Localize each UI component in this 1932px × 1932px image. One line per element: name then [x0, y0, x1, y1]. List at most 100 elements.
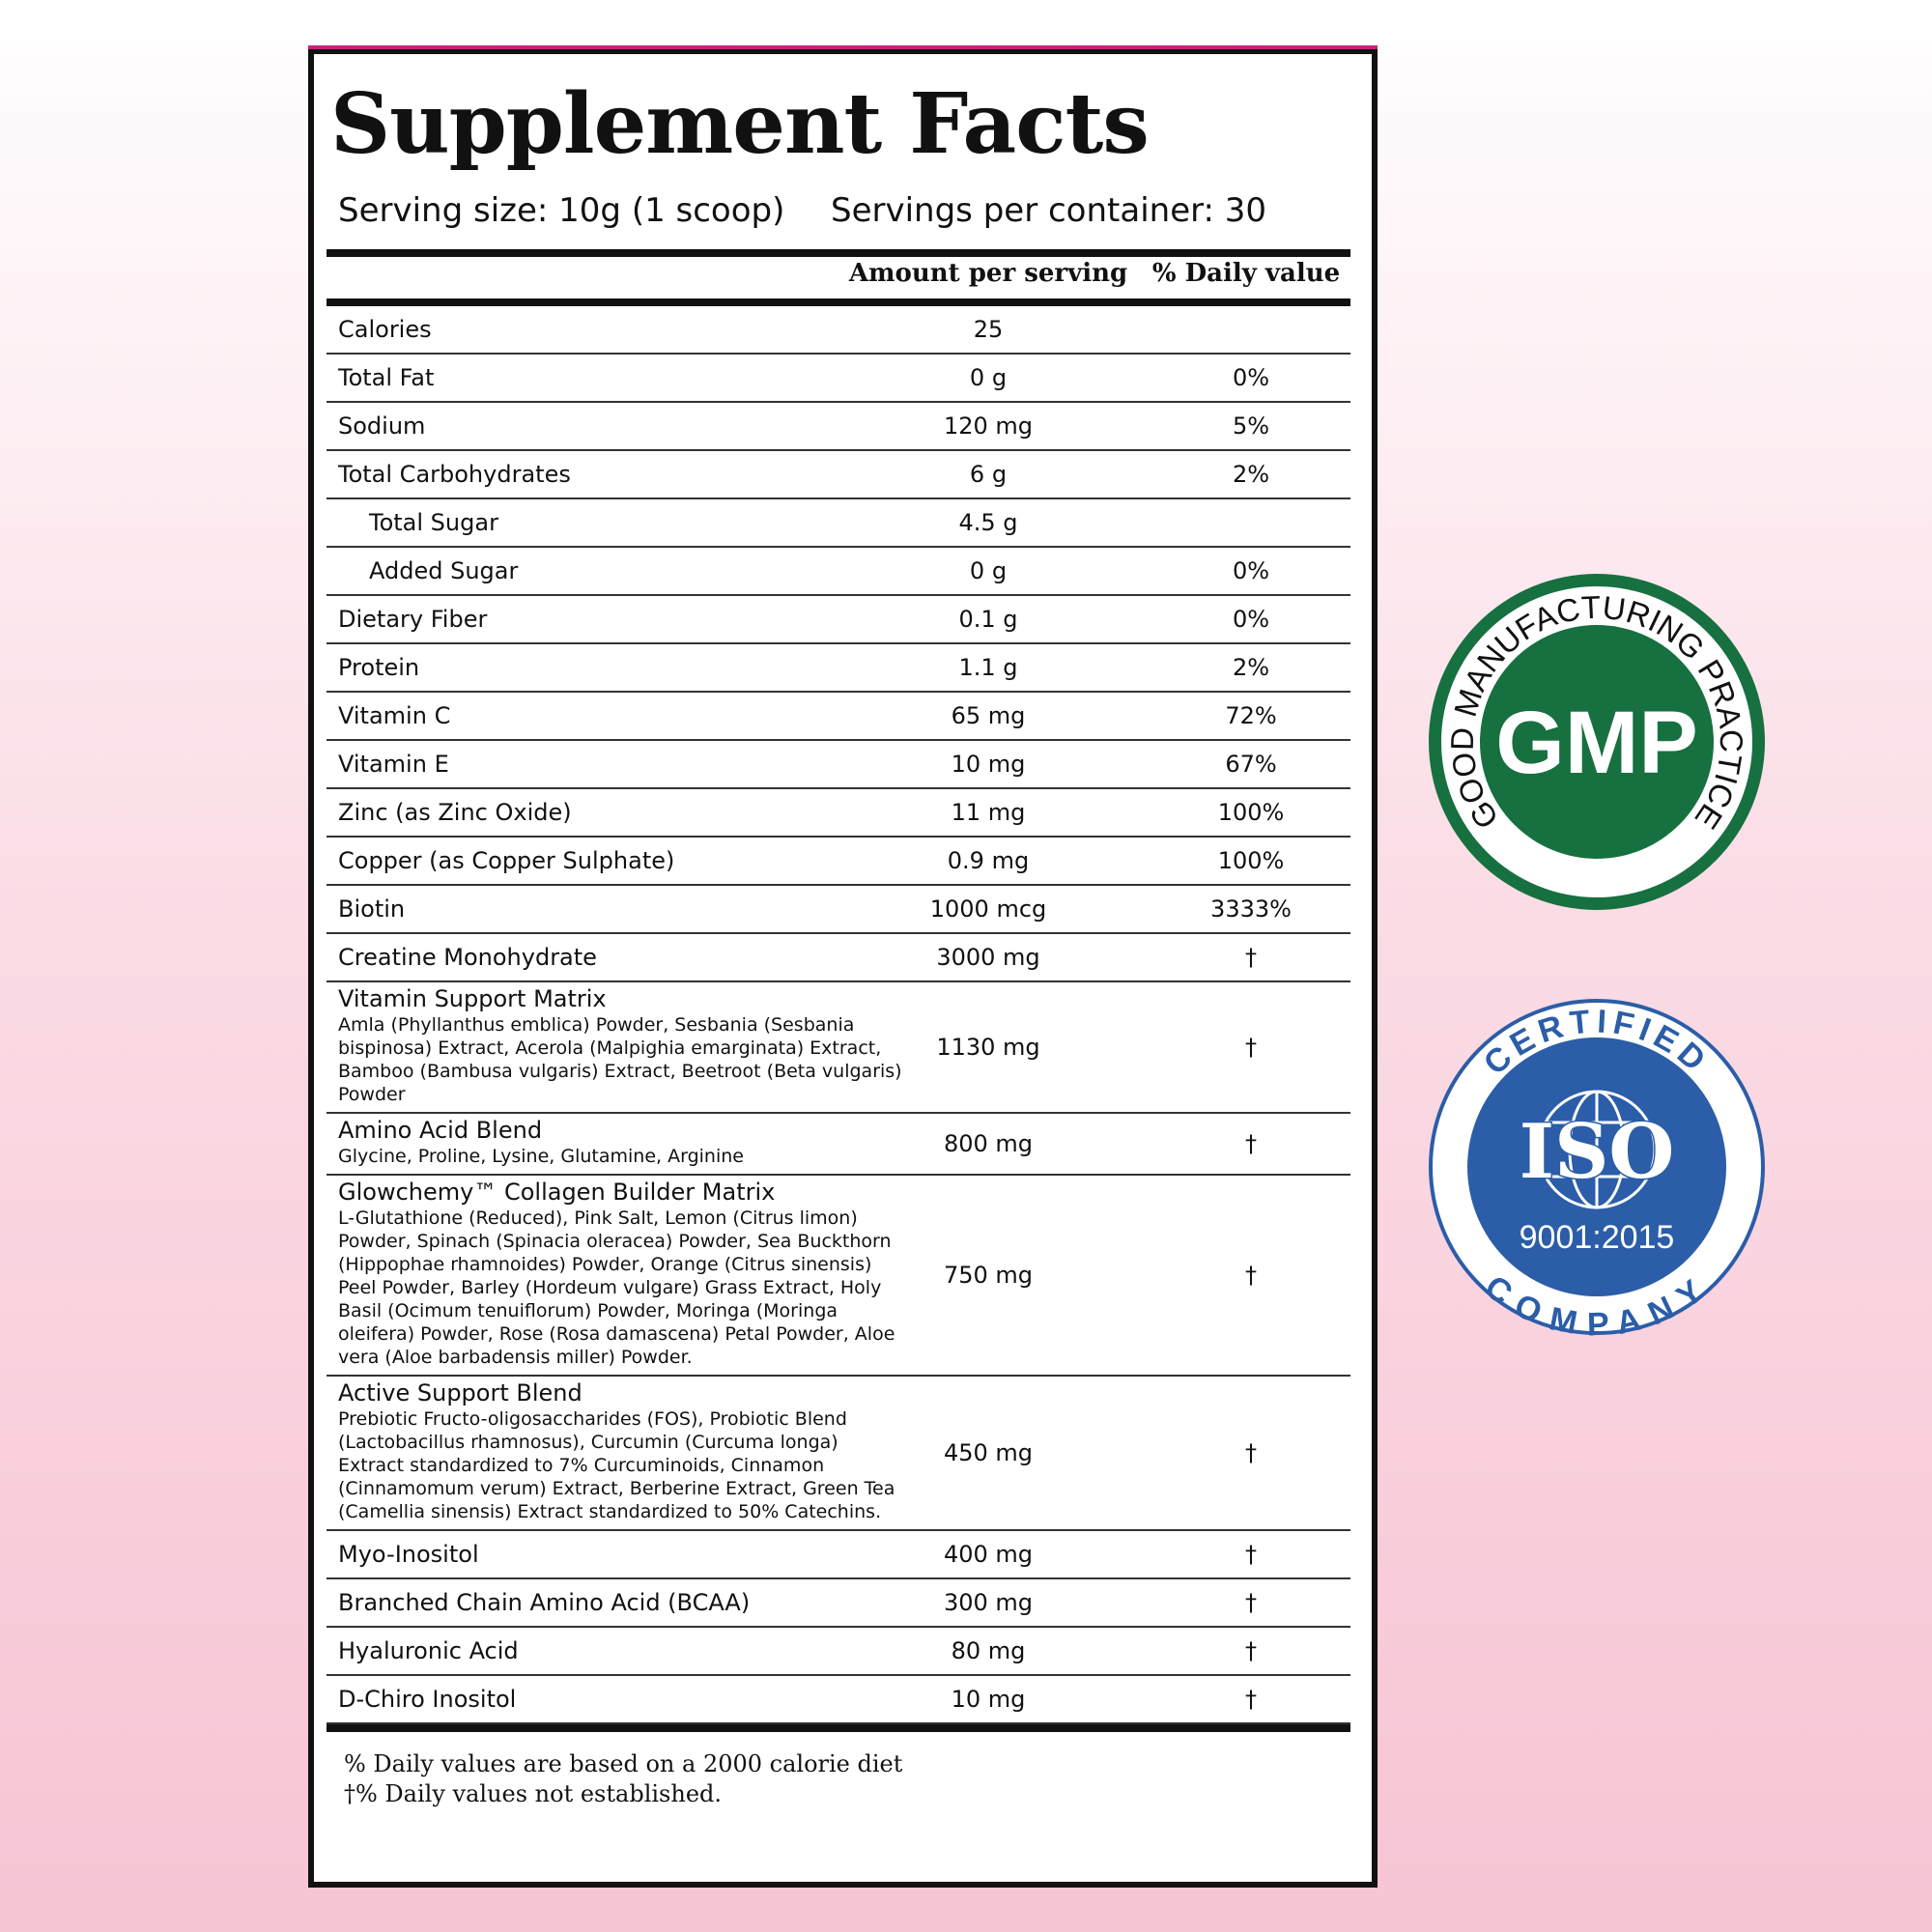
nutrient-name: Total Sugar [369, 509, 498, 536]
daily-value: 0% [1232, 364, 1270, 391]
facts-row: Calories 25 [327, 306, 1350, 355]
facts-row: Vitamin Support Matrix Amla (Phyllanthus … [327, 982, 1350, 1114]
facts-row: Sodium 120 mg 5% [327, 403, 1350, 451]
label-box [308, 49, 1378, 1888]
nutrient-name: Protein [338, 654, 420, 681]
nutrient-description: Amla (Phyllanthus emblica) Powder, Sesba… [338, 1014, 902, 1105]
facts-row: Branched Chain Amino Acid (BCAA) 300 mg † [327, 1579, 1350, 1628]
name-cell: Total Fat [327, 363, 906, 392]
facts-row: Copper (as Copper Sulphate) 0.9 mg 100% [327, 838, 1350, 886]
facts-row: Dietary Fiber 0.1 g 0% [327, 596, 1350, 644]
amount: 11 mg [951, 799, 1026, 826]
facts-row: Hyaluronic Acid 80 mg † [327, 1628, 1350, 1676]
amount: 800 mg [943, 1130, 1034, 1157]
daily-value: 0% [1232, 557, 1270, 584]
daily-value: † [1245, 1637, 1257, 1664]
facts-row: Vitamin C 65 mg 72% [327, 693, 1350, 741]
facts-row: Protein 1.1 g 2% [327, 644, 1350, 693]
nutrient-name: Glowchemy™ Collagen Builder Matrix [338, 1179, 776, 1206]
rule [327, 249, 1350, 257]
footnote: †% Daily values not established. [344, 1780, 723, 1807]
nutrient-name: Vitamin E [338, 751, 449, 778]
nutrient-name: Amino Acid Blend [338, 1117, 543, 1144]
name-cell: Copper (as Copper Sulphate) [327, 846, 906, 875]
iso-text: ISO [1520, 1108, 1675, 1196]
amount: 750 mg [943, 1262, 1034, 1289]
amount: 10 mg [951, 1686, 1026, 1713]
daily-value: † [1245, 944, 1257, 971]
name-cell: Myo-Inositol [327, 1540, 906, 1569]
rule [327, 298, 1350, 306]
name-cell: Hyaluronic Acid [327, 1636, 906, 1665]
accent-line [308, 45, 1378, 50]
daily-value: † [1245, 1686, 1257, 1713]
facts-row: Total Carbohydrates 6 g 2% [327, 451, 1350, 499]
amount: 4.5 g [958, 509, 1018, 536]
amount: 1000 mcg [929, 895, 1047, 923]
name-cell: Zinc (as Zinc Oxide) [327, 798, 906, 827]
nutrient-name: Myo-Inositol [338, 1541, 479, 1568]
rows: Calories 25 Total Fat 0 g 0% Sodium 120 mg 5% To… [327, 306, 1350, 1724]
amount: 450 mg [943, 1439, 1034, 1466]
iso-standard: 9001:2015 [1520, 1219, 1675, 1256]
nutrient-name: D-Chiro Inositol [338, 1686, 517, 1713]
footnotes: % Daily values are based on a 2000 calor… [327, 1749, 1350, 1809]
daily-value: † [1245, 1589, 1257, 1616]
nutrient-name: Branched Chain Amino Acid (BCAA) [338, 1589, 751, 1616]
facts-row: Creatine Monohydrate 3000 mg † [327, 934, 1350, 982]
daily-value: † [1245, 1541, 1257, 1568]
amount: 0 g [969, 557, 1008, 584]
name-cell: Amino Acid Blend Glycine, Proline, Lysine… [327, 1116, 906, 1172]
name-cell: Branched Chain Amino Acid (BCAA) [327, 1588, 906, 1617]
nutrient-description: Glycine, Proline, Lysine, Glutamine, Arg… [338, 1146, 744, 1167]
name-cell: Vitamin Support Matrix Amla (Phyllanthus … [327, 984, 906, 1110]
nutrient-name: Total Carbohydrates [338, 461, 571, 488]
rule [327, 1724, 1350, 1732]
nutrient-name: Zinc (as Zinc Oxide) [338, 799, 572, 826]
name-cell: Active Support Blend Prebiotic Fructo-oli… [327, 1378, 906, 1527]
globe [1537, 1090, 1657, 1209]
amount: 400 mg [943, 1541, 1034, 1568]
nutrient-name: Vitamin Support Matrix [338, 985, 607, 1012]
name-cell: Biotin [327, 895, 906, 923]
amount: 3000 mg [936, 944, 1040, 971]
facts-row: Biotin 1000 mcg 3333% [327, 886, 1350, 934]
amount: 1130 mg [936, 1034, 1040, 1061]
facts-row: Vitamin E 10 mg 67% [327, 741, 1350, 789]
daily-value: 2% [1232, 654, 1270, 681]
nutrient-name: Active Support Blend [338, 1379, 582, 1406]
daily-value: 5% [1232, 412, 1270, 440]
daily-value: 3333% [1210, 895, 1292, 923]
daily-value: † [1245, 1130, 1257, 1157]
facts-row: Total Fat 0 g 0% [327, 355, 1350, 403]
name-cell: Protein [327, 653, 906, 682]
amount: 65 mg [951, 702, 1026, 729]
daily-value: † [1245, 1034, 1257, 1061]
facts-row: Amino Acid Blend Glycine, Proline, Lysine… [327, 1114, 1350, 1176]
facts-row: Glowchemy™ Collagen Builder Matrix L-Glut… [327, 1176, 1350, 1377]
iso-badge: CERTIFIED COMPANY ISO 9001:2015 [1429, 999, 1765, 1343]
facts-table: Calories 25 Total Fat 0 g 0% Sodium 120 mg 5% To… [327, 306, 1350, 1809]
name-cell: D-Chiro Inositol [327, 1685, 906, 1714]
facts-row: Myo-Inositol 400 mg † [327, 1531, 1350, 1579]
amount: 1.1 g [958, 654, 1018, 681]
header-daily-value: % Daily value [1151, 259, 1341, 288]
amount: 6 g [969, 461, 1008, 488]
name-cell: Creatine Monohydrate [327, 943, 906, 972]
daily-value: 0% [1232, 606, 1270, 633]
nutrient-name: Calories [338, 316, 432, 343]
nutrient-name: Copper (as Copper Sulphate) [338, 847, 675, 874]
facts-row: Total Sugar 4.5 g [327, 499, 1350, 548]
name-cell: Sodium [327, 412, 906, 440]
name-cell: Added Sugar [327, 556, 906, 585]
amount: 0.9 mg [947, 847, 1030, 874]
footnote: % Daily values are based on a 2000 calor… [344, 1750, 903, 1777]
facts-row: Zinc (as Zinc Oxide) 11 mg 100% [327, 789, 1350, 838]
name-cell: Glowchemy™ Collagen Builder Matrix L-Glut… [327, 1178, 906, 1373]
amount: 0 g [969, 364, 1008, 391]
amount: 25 [973, 316, 1004, 343]
amount: 10 mg [951, 751, 1026, 778]
daily-value: † [1245, 1262, 1257, 1289]
